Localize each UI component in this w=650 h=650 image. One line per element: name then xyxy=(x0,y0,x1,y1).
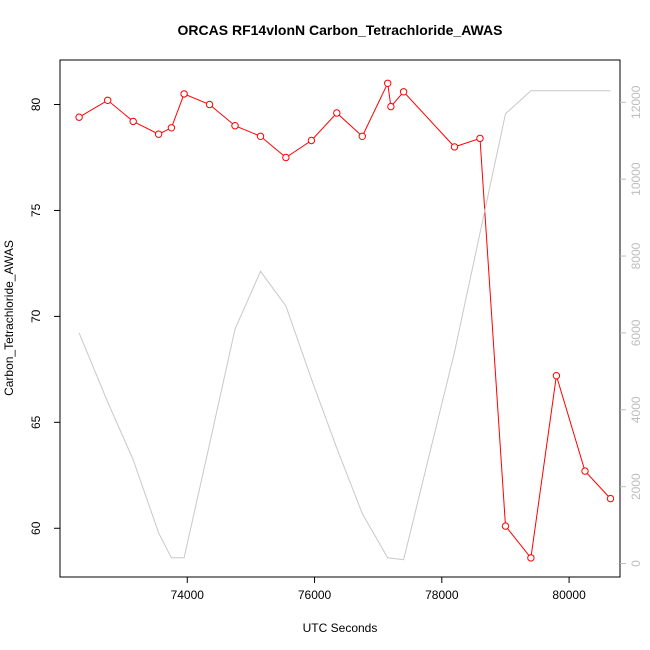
data-point xyxy=(606,494,615,503)
right-y-tick-label: 10000 xyxy=(629,162,643,196)
x-tick-label: 76000 xyxy=(298,588,332,602)
chart-title: ORCAS RF14vlonN Carbon_Tetrachloride_AWA… xyxy=(178,22,503,38)
x-tick-label: 80000 xyxy=(552,588,586,602)
x-tick-label: 74000 xyxy=(171,588,205,602)
data-point xyxy=(581,467,589,475)
data-point xyxy=(167,124,176,132)
data-point xyxy=(476,134,484,143)
x-axis: 74000 76000 78000 80000 xyxy=(171,577,586,602)
right-y-tick-label: 12000 xyxy=(629,85,643,119)
y-tick-label: 75 xyxy=(29,203,43,217)
x-tick-label: 78000 xyxy=(425,588,459,602)
data-point xyxy=(129,117,137,126)
data-point xyxy=(387,102,395,111)
data-point xyxy=(501,522,510,530)
y-axis-label: Carbon_Tetrachloride_AWAS xyxy=(2,240,16,396)
data-point xyxy=(75,113,83,121)
right-y-tick-label: 8000 xyxy=(629,242,643,269)
series-layer xyxy=(75,79,615,562)
y-axis: 60 65 70 75 80 xyxy=(29,98,60,535)
data-point xyxy=(384,79,392,88)
data-point xyxy=(205,100,214,109)
data-point xyxy=(282,153,290,162)
data-point xyxy=(256,132,265,141)
right-y-tick-label: 4000 xyxy=(629,396,643,423)
data-point xyxy=(527,554,535,562)
y-tick-label: 70 xyxy=(29,309,43,323)
right-y-tick-label: 0 xyxy=(629,560,643,567)
y-tick-label: 80 xyxy=(29,98,43,112)
data-point xyxy=(552,372,561,380)
data-point xyxy=(450,143,459,151)
plot-frame xyxy=(59,59,621,578)
right-y-tick-label: 2000 xyxy=(629,473,643,500)
y-tick-label: 60 xyxy=(29,521,43,535)
data-point xyxy=(358,132,366,141)
y-tick-label: 65 xyxy=(29,415,43,429)
series-line-right-axis xyxy=(78,90,611,561)
x-axis-label: UTC Seconds xyxy=(303,621,378,635)
data-point xyxy=(104,96,112,105)
data-point xyxy=(307,136,316,145)
data-point xyxy=(333,109,341,117)
data-point xyxy=(154,130,163,138)
data-point xyxy=(231,122,239,130)
right-y-axis: 0 2000 4000 6000 8000 10000 12000 xyxy=(620,85,643,567)
data-point xyxy=(399,88,408,96)
right-y-tick-label: 6000 xyxy=(629,319,643,346)
data-point xyxy=(180,90,188,98)
